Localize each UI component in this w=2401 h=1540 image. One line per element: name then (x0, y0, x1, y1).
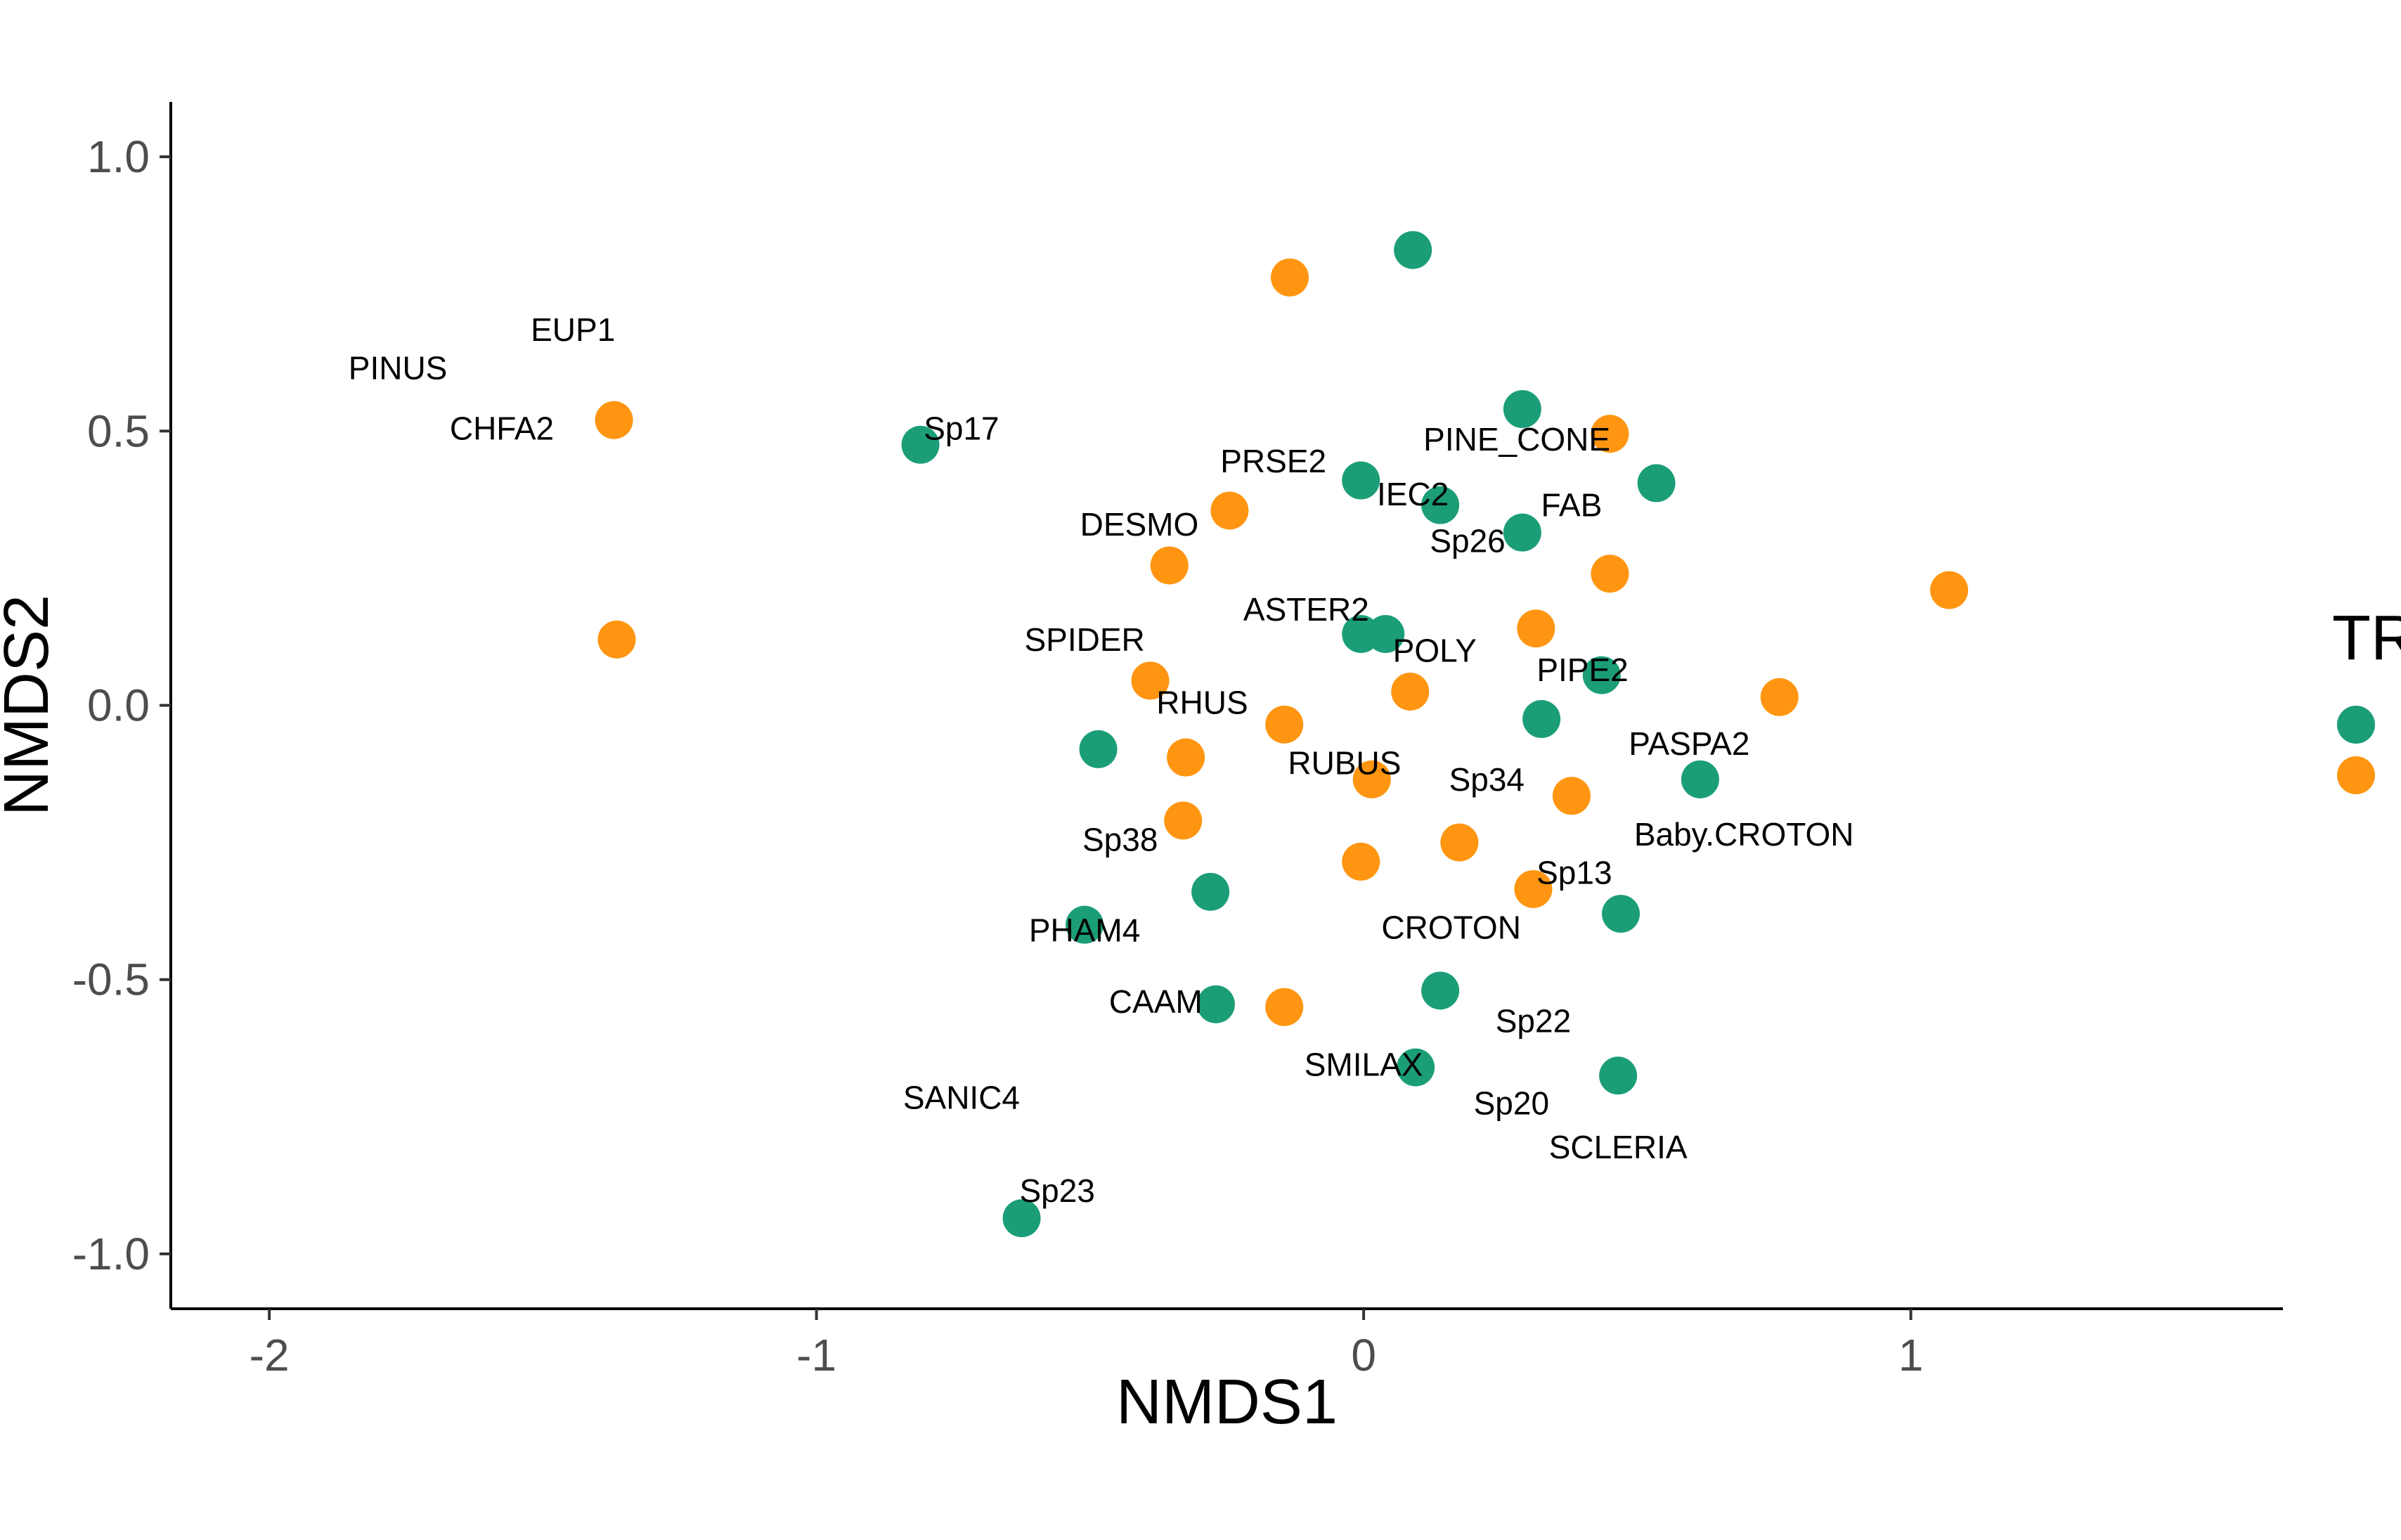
data-point-series-1 (1394, 231, 1432, 269)
y-tick-label: 0.5 (87, 406, 150, 456)
species-label: SMILAX (1305, 1047, 1423, 1083)
data-point-series-1 (1002, 1199, 1041, 1238)
species-label: Sp38 (1082, 822, 1158, 858)
data-point-series-2 (1591, 555, 1629, 593)
y-tick-label: 1.0 (87, 131, 150, 182)
species-label: Baby.CROTON (1634, 816, 1854, 853)
data-point-series-2 (595, 401, 633, 439)
y-tick-label: -1.0 (72, 1229, 150, 1279)
species-label: EUP1 (531, 311, 615, 348)
legend-title: TR (2332, 603, 2401, 673)
data-point-series-2 (1440, 823, 1479, 862)
data-point-series-2 (1265, 705, 1304, 744)
species-label: Sp34 (1449, 761, 1525, 798)
data-point-series-2 (1517, 609, 1555, 648)
species-label: FAB (1541, 487, 1602, 524)
y-ticks: -1.0 -0.5 0.0 0.5 1.0 (72, 131, 171, 1279)
data-point-series-2 (1591, 415, 1629, 453)
data-point-series-2 (1552, 777, 1591, 815)
data-point-series-1 (1503, 513, 1541, 552)
data-point-series-1 (1582, 656, 1621, 694)
legend-key-series-1 (2337, 706, 2375, 744)
species-label: Sp22 (1496, 1002, 1571, 1039)
data-point-series-2 (1514, 869, 1553, 908)
data-point-series-2 (1150, 546, 1189, 585)
x-tick-label: -2 (250, 1330, 290, 1380)
species-label: IEC2 (1377, 476, 1449, 512)
data-point-series-2 (1342, 842, 1380, 881)
data-point-series-2 (1930, 571, 1969, 609)
data-point-series-1 (1421, 486, 1460, 524)
species-label: PRSE2 (1220, 443, 1326, 479)
species-label: Sp17 (924, 410, 999, 446)
species-label: Sp13 (1536, 855, 1612, 891)
species-label: SCLERIA (1549, 1129, 1688, 1165)
data-point-series-2 (597, 620, 636, 659)
data-point-series-1 (1599, 1056, 1638, 1095)
x-ticks: -2 -1 0 1 (250, 1309, 1924, 1380)
species-label: Sp23 (1019, 1172, 1094, 1209)
data-point-series-2 (1352, 760, 1391, 798)
data-point-series-2 (1210, 491, 1249, 530)
legend-key-series-2 (2337, 756, 2375, 794)
x-tick-label: 0 (1351, 1330, 1376, 1380)
species-label: RUBUS (1288, 744, 1401, 781)
species-label: RHUS (1156, 685, 1248, 721)
data-point-series-1 (1421, 971, 1460, 1010)
points-layer (595, 231, 1969, 1238)
data-point-series-1 (1366, 615, 1405, 654)
data-point-series-1 (1681, 760, 1719, 798)
data-point-series-1 (901, 425, 940, 464)
data-point-series-1 (1637, 464, 1676, 503)
species-label: Sp26 (1430, 522, 1505, 559)
data-point-series-1 (1602, 895, 1640, 933)
species-label: PINE_CONE (1423, 421, 1610, 458)
species-label: Sp20 (1474, 1085, 1549, 1121)
legend: TR (2332, 603, 2401, 794)
data-point-series-2 (1131, 661, 1170, 700)
data-point-series-2 (1760, 678, 1799, 716)
y-tick-label: 0.0 (87, 680, 150, 731)
species-label: PASPA2 (1629, 725, 1749, 762)
species-label: PIPE2 (1536, 652, 1628, 688)
species-label: CAAM (1109, 983, 1203, 1020)
data-point-series-1 (1191, 872, 1230, 911)
data-point-series-1 (1196, 985, 1235, 1023)
data-point-series-1 (1522, 700, 1561, 739)
data-point-series-2 (1391, 672, 1430, 711)
species-label: CHFA2 (450, 410, 554, 446)
species-label: PHAM4 (1029, 912, 1140, 948)
data-point-series-1 (1066, 905, 1104, 944)
data-point-series-1 (1397, 1048, 1435, 1087)
data-point-series-1 (1342, 461, 1380, 500)
species-label: DESMO (1080, 506, 1199, 543)
data-point-series-2 (1265, 988, 1304, 1026)
y-axis-title: NMDS2 (0, 595, 62, 816)
species-label: SANIC4 (903, 1080, 1020, 1116)
data-point-series-1 (1079, 730, 1118, 768)
x-axis-title: NMDS1 (1116, 1367, 1338, 1437)
species-label: POLY (1393, 632, 1477, 668)
x-tick-label: -1 (796, 1330, 836, 1380)
species-label: PINUS (349, 350, 448, 387)
data-point-series-1 (1503, 390, 1541, 429)
data-point-series-2 (1164, 801, 1203, 840)
data-point-series-2 (1271, 258, 1309, 297)
species-label: CROTON (1381, 910, 1521, 946)
data-point-series-2 (1167, 738, 1205, 777)
y-tick-label: -0.5 (72, 955, 150, 1005)
x-tick-label: 1 (1898, 1330, 1924, 1380)
legend-keys (2337, 706, 2375, 794)
species-label: SPIDER (1024, 621, 1144, 658)
species-label: ASTER2 (1243, 591, 1369, 628)
